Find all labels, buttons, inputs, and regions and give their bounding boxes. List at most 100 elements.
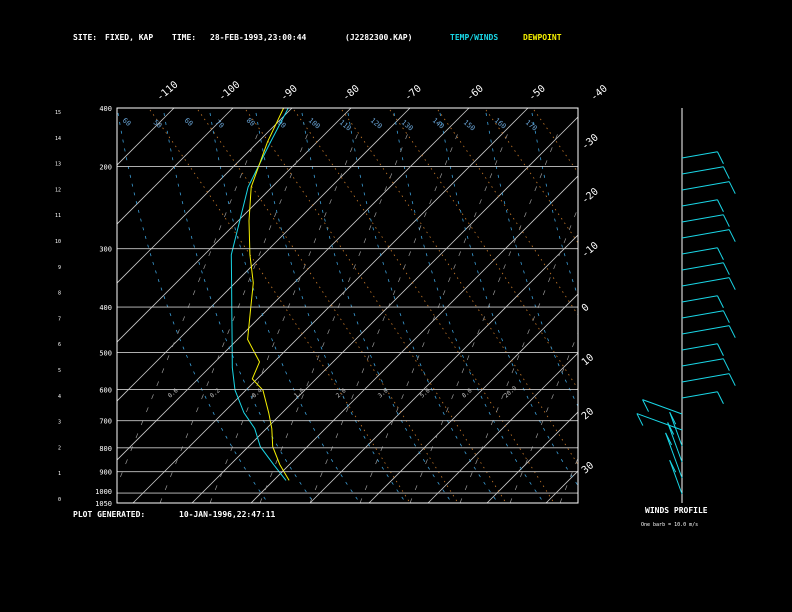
isotherm-line [117, 108, 175, 166]
wind-barb-flag [722, 358, 730, 371]
isotherm-line [486, 411, 578, 503]
isotherm-line [368, 293, 578, 503]
mixing-ratio-line [559, 457, 578, 503]
plot-generated-label: PLOT GENERATED: [73, 510, 146, 519]
right-temp-label: 10 [580, 352, 596, 368]
isotherm-line [132, 108, 529, 503]
wind-barb [681, 166, 724, 175]
moist-adiabat-line [301, 112, 453, 503]
dry-adiabat-line [341, 109, 578, 466]
wind-barb-flag [722, 262, 730, 275]
height-tick-label: 10 [55, 239, 61, 245]
wind-barb [681, 247, 718, 255]
wind-barb [681, 277, 730, 287]
isotherm-line [117, 108, 470, 461]
dry-adiabat-label: 120 [369, 116, 384, 130]
wind-barb-flag [669, 459, 677, 473]
isotherm-line [117, 108, 234, 225]
dry-adiabat-label: 70 [214, 118, 226, 130]
dry-adiabat-label: 160 [493, 116, 508, 130]
pressure-tick-label: 500 [99, 349, 112, 357]
isotherm-line [250, 175, 578, 503]
mixing-ratio-line [509, 332, 578, 503]
wind-barb-flag [717, 391, 724, 404]
moist-adiabat-line [117, 112, 269, 503]
wind-barb-flag [728, 277, 736, 290]
dry-adiabat-label: 130 [400, 118, 415, 132]
wind-barb-flag [722, 310, 730, 323]
mixing-ratio-label: 0.2 [209, 387, 222, 400]
wind-barb-flag [642, 399, 649, 412]
plot-area [117, 108, 578, 503]
plot-frame [116, 107, 579, 504]
mixing-ratio-label: 0.6 [167, 387, 180, 400]
mixing-ratio-label: 2.0 [335, 387, 348, 400]
mixing-ratio-line [309, 127, 461, 503]
isotherm-line [309, 234, 578, 503]
temp-winds-curve [230, 108, 289, 481]
moist-adiabat-line [163, 112, 315, 503]
height-tick-label: 8 [58, 291, 61, 297]
wind-barb-flag [728, 325, 736, 338]
height-tick-label: 11 [55, 213, 61, 219]
isotherm-line [427, 352, 578, 503]
right-temp-label: 0 [580, 302, 592, 314]
wind-barb-flag [636, 413, 644, 426]
wind-barb [681, 343, 718, 351]
wind-barb-flag [665, 432, 673, 446]
winds-profile-title: WINDS PROFILE [645, 506, 708, 515]
pressure-tick-label: 200 [99, 163, 112, 171]
height-tick-label: 0 [58, 497, 61, 503]
height-tick-label: 3 [58, 420, 61, 426]
wind-barb-flag [667, 422, 675, 435]
wind-barb-flag [669, 411, 677, 425]
wind-barb [636, 413, 683, 431]
right-temp-label: 30 [580, 460, 596, 476]
wind-barb-flag [728, 373, 736, 386]
moist-adiabat-line [439, 112, 578, 487]
time-value: 28-FEB-1993,23:00:44 [210, 33, 307, 42]
isotherm-line [117, 108, 293, 284]
mixing-ratio-line [259, 127, 411, 503]
wind-barb-flag [717, 247, 724, 260]
wind-barb [642, 399, 683, 415]
top-temp-label: -60 [465, 83, 486, 103]
wind-barb [681, 325, 730, 335]
height-tick-label: 2 [58, 445, 61, 451]
top-temp-label: -110 [155, 79, 181, 103]
top-temp-label: -50 [527, 83, 548, 103]
moist-adiabat-line [255, 112, 407, 503]
pressure-tick-label: 600 [99, 386, 112, 394]
top-temp-label: -90 [279, 83, 300, 103]
top-temp-label: -80 [341, 83, 362, 103]
height-tick-label: 15 [55, 110, 61, 116]
height-tick-label: 9 [58, 265, 61, 271]
mixing-ratio-label: 1.0 [293, 387, 306, 400]
dry-adiabat-line [485, 109, 578, 244]
wind-barb [681, 358, 724, 367]
dry-adiabat-line [245, 109, 507, 503]
wind-barb [681, 295, 718, 303]
moist-adiabat-line [347, 112, 499, 503]
site-value: FIXED, KAP [105, 33, 154, 42]
height-tick-label: 12 [55, 187, 61, 193]
site-label: SITE: [73, 33, 98, 42]
mixing-ratio-line [359, 127, 511, 503]
mixing-ratio-line [459, 207, 578, 503]
file-id: (J2282300.KAP) [345, 33, 413, 42]
plot-generated-value: 10-JAN-1996,22:47:11 [179, 510, 276, 519]
mixing-ratio-line [409, 127, 561, 503]
pressure-tick-label: 800 [99, 445, 112, 453]
moist-adiabat-line [485, 112, 578, 408]
right-temp-label: 20 [580, 406, 596, 422]
wind-barb-flag [717, 343, 724, 356]
wind-barb [669, 412, 683, 447]
legend-temp-winds: TEMP/WINDS [450, 33, 499, 42]
dewpoint-curve [247, 108, 290, 481]
wind-barb [681, 199, 718, 207]
wind-barb [681, 373, 730, 383]
wind-barb-flag [728, 229, 736, 242]
mixing-ratio-line [159, 127, 311, 503]
mixing-ratio-line [209, 127, 361, 503]
time-label: TIME: [172, 33, 197, 42]
